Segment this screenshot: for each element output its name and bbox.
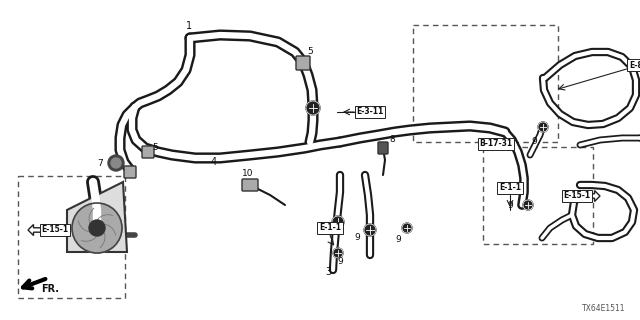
Text: 4: 4 [211, 157, 217, 167]
Circle shape [332, 216, 344, 228]
Text: TX64E1511: TX64E1511 [582, 304, 625, 313]
Text: 3: 3 [325, 267, 331, 277]
Circle shape [538, 122, 548, 132]
Polygon shape [28, 225, 44, 236]
Text: 10: 10 [243, 169, 253, 178]
Circle shape [306, 101, 320, 115]
Circle shape [111, 158, 121, 168]
Polygon shape [67, 182, 127, 252]
Text: E-15-1: E-15-1 [42, 226, 68, 235]
Text: 9: 9 [354, 233, 360, 242]
FancyBboxPatch shape [296, 56, 310, 70]
Circle shape [523, 200, 533, 210]
Text: B-17-31: B-17-31 [479, 140, 513, 148]
Bar [18, 176, 125, 298]
Polygon shape [584, 190, 600, 202]
Text: 1: 1 [186, 21, 192, 31]
Text: E-1-1: E-1-1 [499, 183, 521, 193]
FancyBboxPatch shape [124, 166, 136, 178]
Circle shape [333, 248, 343, 258]
Text: 7: 7 [97, 158, 103, 167]
Text: E-3-11: E-3-11 [356, 108, 383, 116]
Circle shape [72, 203, 122, 253]
Text: 9: 9 [531, 138, 537, 147]
Circle shape [402, 223, 412, 233]
Text: 9: 9 [337, 258, 343, 267]
Text: 8: 8 [389, 135, 395, 145]
Circle shape [364, 224, 376, 236]
Bar [413, 25, 558, 142]
Text: 5: 5 [307, 47, 313, 57]
Text: 2: 2 [562, 195, 568, 205]
Bar [483, 147, 593, 244]
Text: E-8-1: E-8-1 [629, 60, 640, 69]
Text: 9: 9 [507, 201, 513, 210]
Text: 9: 9 [395, 236, 401, 244]
Circle shape [89, 220, 105, 236]
Circle shape [108, 155, 124, 171]
FancyBboxPatch shape [242, 179, 258, 191]
Text: FR.: FR. [41, 284, 59, 294]
Text: E-15-1: E-15-1 [563, 191, 591, 201]
Text: E-1-1: E-1-1 [319, 223, 341, 233]
FancyBboxPatch shape [142, 146, 154, 158]
Text: 5: 5 [152, 143, 158, 153]
FancyBboxPatch shape [378, 142, 388, 154]
